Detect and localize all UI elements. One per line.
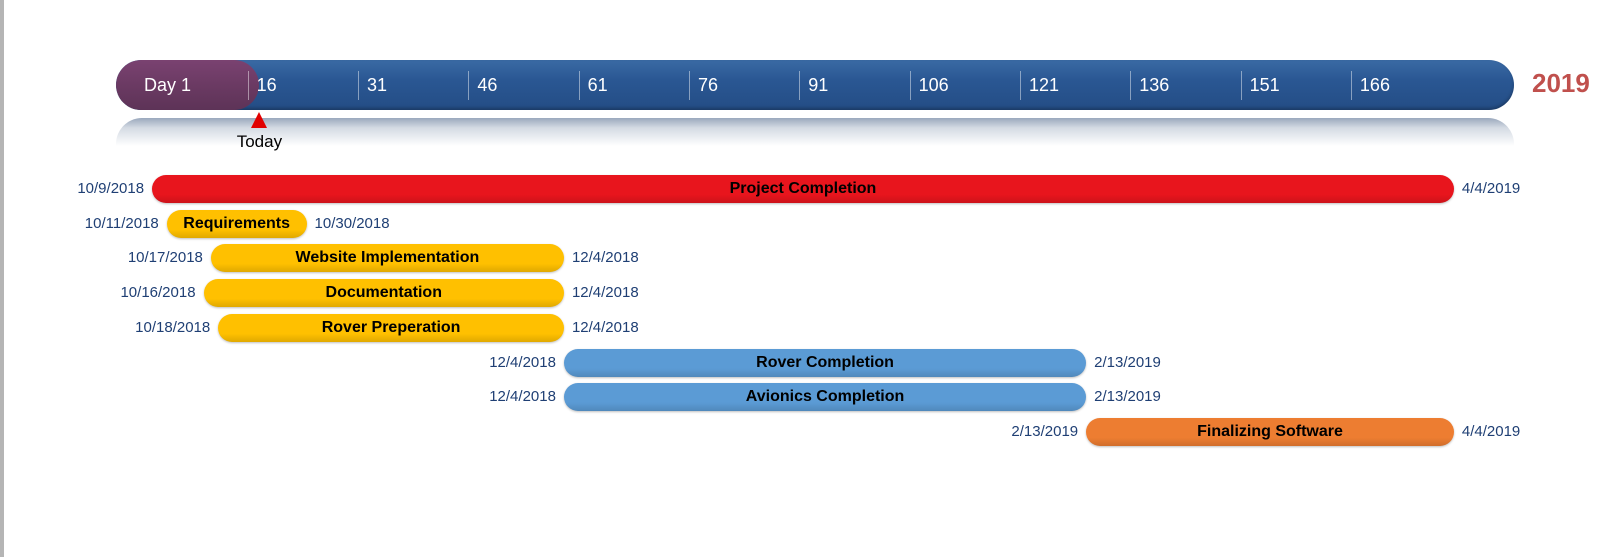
- task-bar: Avionics Completion: [563, 383, 1087, 412]
- timeline-elapsed-segment: [116, 60, 259, 110]
- timeline-tick-label: Day 1: [144, 75, 192, 95]
- timeline-tick-line: [688, 71, 690, 100]
- timeline-tick-label: 151: [1249, 75, 1280, 95]
- task-start-date: 10/9/2018: [77, 180, 145, 197]
- timeline-tick-label: 31: [367, 75, 388, 95]
- timeline-tick-label: 166: [1359, 75, 1390, 95]
- timeline-reflection: [116, 118, 1514, 146]
- timeline-tick-line: [247, 71, 249, 100]
- task-start-date: 10/16/2018: [120, 284, 196, 302]
- task-start-date: 12/4/2018: [489, 353, 556, 371]
- timeline-tick-label: 121: [1028, 75, 1059, 95]
- task-bar: Rover Completion: [563, 348, 1087, 377]
- task-end-date: 2/13/2019: [1094, 388, 1161, 406]
- task-end-date: 10/30/2018: [314, 214, 390, 232]
- timeline-tick-label: 76: [697, 75, 718, 95]
- timeline-tick-label: 16: [256, 75, 277, 95]
- task-bar: Rover Preperation: [218, 313, 564, 342]
- timeline-tick-line: [909, 71, 911, 100]
- timeline-tick-label: 91: [808, 75, 829, 95]
- today-label: Today: [236, 132, 283, 151]
- task-end-date: 12/4/2018: [571, 318, 639, 336]
- timeline-tick-line: [578, 71, 580, 100]
- timeline-scale: Day 1 16 31 46 61 76 91 106 121 136 151 166: [116, 60, 1514, 110]
- task-end-date: 4/4/2019: [1461, 180, 1521, 197]
- timeline-tick-line: [1240, 71, 1242, 100]
- task-end-date: 12/4/2018: [571, 284, 639, 302]
- task-bar: Finalizing Software: [1086, 417, 1454, 446]
- task-bar: Documentation: [203, 279, 564, 308]
- page-left-border: [0, 0, 4, 557]
- year-label: 2019: [1532, 68, 1590, 98]
- task-start-date: 12/4/2018: [489, 388, 556, 406]
- timeline-tick-label: 46: [477, 75, 498, 95]
- timeline-tick-label: 61: [587, 75, 608, 95]
- task-bar: Project Completion: [152, 175, 1454, 203]
- timeline-tick-line: [1350, 71, 1352, 100]
- timeline-tick-line: [1130, 71, 1132, 100]
- timeline-tick-label: 106: [918, 75, 949, 95]
- task-start-date: 10/18/2018: [135, 318, 211, 336]
- task-bar: Requirements: [166, 209, 307, 238]
- today-marker-icon: [250, 112, 267, 128]
- timeline-tick-line: [468, 71, 470, 100]
- timeline-tick-label: 136: [1139, 75, 1170, 95]
- timeline-tick-line: [799, 71, 801, 100]
- task-end-date: 12/4/2018: [571, 249, 639, 267]
- task-bar: Website Implementation: [210, 244, 564, 273]
- timeline-tick-line: [1019, 71, 1021, 100]
- timeline-tick-line: [358, 71, 359, 100]
- task-start-date: 10/17/2018: [127, 249, 203, 267]
- task-end-date: 2/13/2019: [1094, 353, 1161, 371]
- task-start-date: 2/13/2019: [1011, 422, 1079, 440]
- task-start-date: 10/11/2018: [84, 214, 159, 232]
- task-end-date: 4/4/2019: [1461, 422, 1521, 440]
